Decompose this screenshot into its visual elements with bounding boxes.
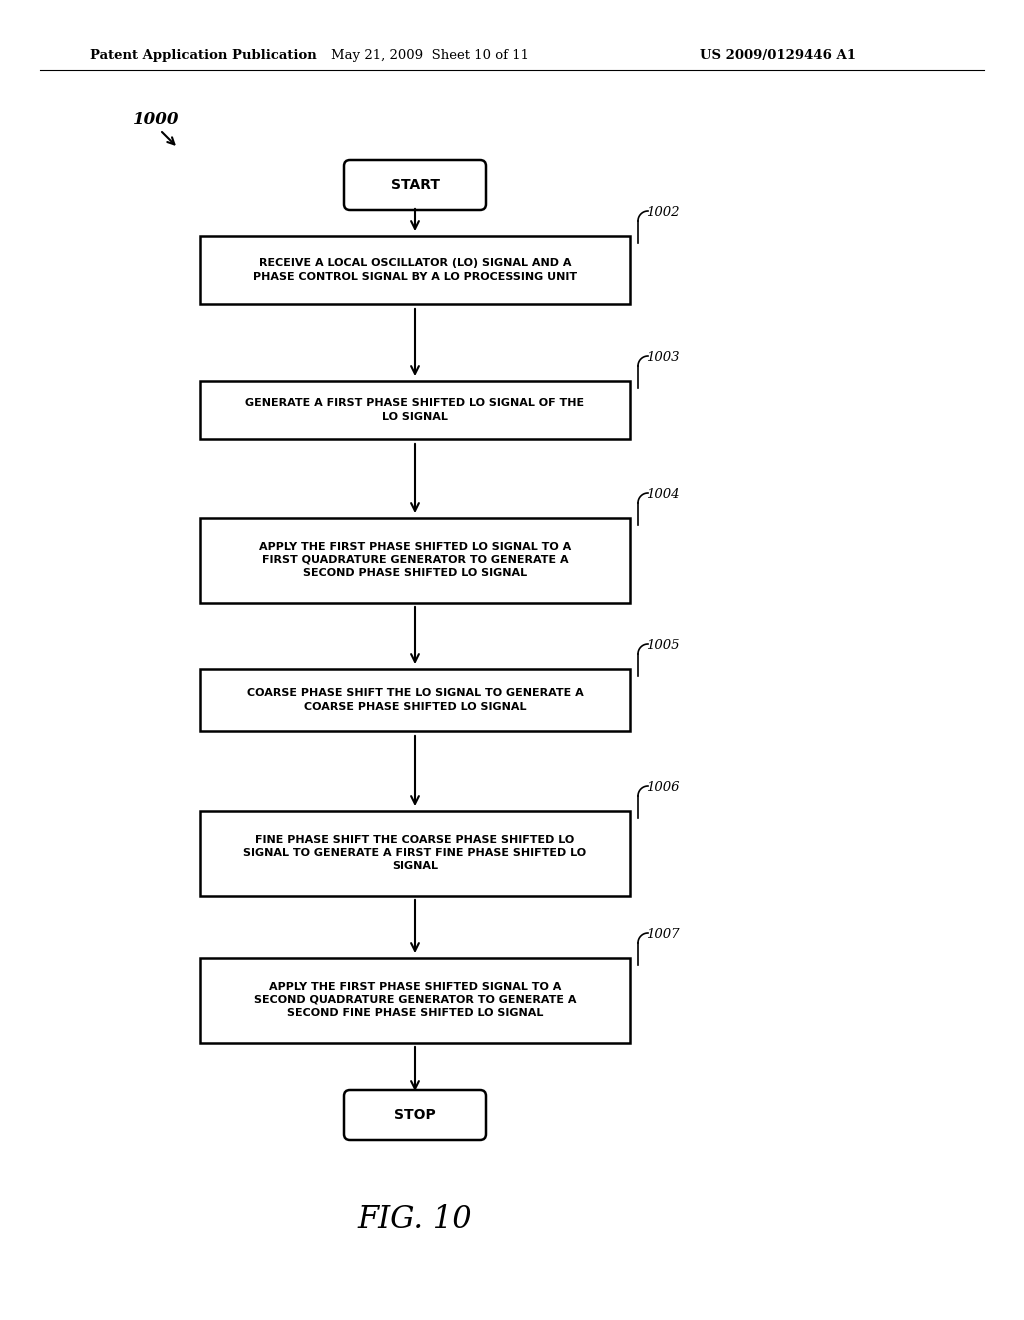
FancyBboxPatch shape bbox=[200, 236, 630, 304]
Text: COARSE PHASE SHIFT THE LO SIGNAL TO GENERATE A
COARSE PHASE SHIFTED LO SIGNAL: COARSE PHASE SHIFT THE LO SIGNAL TO GENE… bbox=[247, 689, 584, 711]
FancyBboxPatch shape bbox=[344, 1090, 486, 1140]
FancyBboxPatch shape bbox=[200, 810, 630, 895]
Text: FIG. 10: FIG. 10 bbox=[357, 1204, 472, 1236]
Text: 1006: 1006 bbox=[646, 781, 680, 795]
Text: 1003: 1003 bbox=[646, 351, 680, 364]
Text: May 21, 2009  Sheet 10 of 11: May 21, 2009 Sheet 10 of 11 bbox=[331, 49, 529, 62]
FancyBboxPatch shape bbox=[200, 381, 630, 440]
Text: 1007: 1007 bbox=[646, 928, 680, 941]
Text: 1005: 1005 bbox=[646, 639, 680, 652]
Text: 1000: 1000 bbox=[133, 111, 179, 128]
Text: START: START bbox=[390, 178, 439, 191]
Text: US 2009/0129446 A1: US 2009/0129446 A1 bbox=[700, 49, 856, 62]
Text: Patent Application Publication: Patent Application Publication bbox=[90, 49, 316, 62]
FancyBboxPatch shape bbox=[200, 517, 630, 602]
Text: 1002: 1002 bbox=[646, 206, 680, 219]
FancyBboxPatch shape bbox=[344, 160, 486, 210]
FancyBboxPatch shape bbox=[200, 957, 630, 1043]
Text: GENERATE A FIRST PHASE SHIFTED LO SIGNAL OF THE
LO SIGNAL: GENERATE A FIRST PHASE SHIFTED LO SIGNAL… bbox=[246, 399, 585, 421]
Text: 1004: 1004 bbox=[646, 488, 680, 502]
Text: STOP: STOP bbox=[394, 1107, 436, 1122]
Text: FINE PHASE SHIFT THE COARSE PHASE SHIFTED LO
SIGNAL TO GENERATE A FIRST FINE PHA: FINE PHASE SHIFT THE COARSE PHASE SHIFTE… bbox=[244, 834, 587, 871]
Text: APPLY THE FIRST PHASE SHIFTED LO SIGNAL TO A
FIRST QUADRATURE GENERATOR TO GENER: APPLY THE FIRST PHASE SHIFTED LO SIGNAL … bbox=[259, 541, 571, 578]
Text: APPLY THE FIRST PHASE SHIFTED SIGNAL TO A
SECOND QUADRATURE GENERATOR TO GENERAT: APPLY THE FIRST PHASE SHIFTED SIGNAL TO … bbox=[254, 982, 577, 1018]
FancyBboxPatch shape bbox=[200, 669, 630, 731]
Text: RECEIVE A LOCAL OSCILLATOR (LO) SIGNAL AND A
PHASE CONTROL SIGNAL BY A LO PROCES: RECEIVE A LOCAL OSCILLATOR (LO) SIGNAL A… bbox=[253, 259, 578, 281]
